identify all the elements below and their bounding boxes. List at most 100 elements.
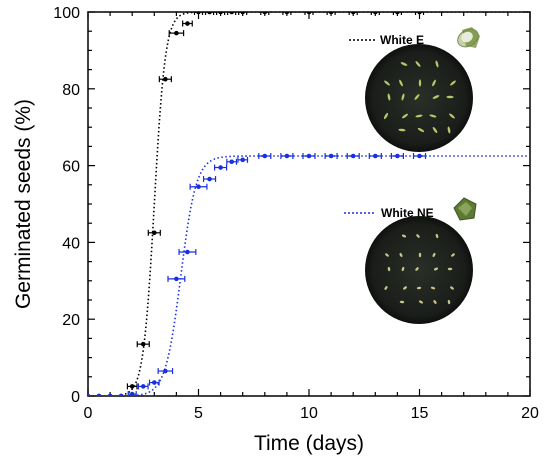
seed <box>399 252 403 258</box>
data-point <box>306 153 312 159</box>
seed <box>418 252 422 258</box>
data-point <box>163 368 168 374</box>
data-point <box>152 380 157 385</box>
legend-label-white-e: White E <box>380 33 424 47</box>
seed <box>447 267 453 271</box>
x-tick-label: 15 <box>411 405 429 422</box>
y-axis-label: Germinated seeds (%) <box>12 99 35 309</box>
data-point <box>129 391 135 396</box>
seed <box>387 93 391 101</box>
y-tick-label: 0 <box>71 389 80 406</box>
data-point <box>373 153 378 159</box>
seed <box>429 114 437 118</box>
seed <box>416 286 422 290</box>
data-point <box>240 12 245 15</box>
data-point <box>262 12 268 15</box>
seed <box>435 233 439 239</box>
seed <box>419 300 423 304</box>
seed <box>415 267 419 271</box>
data-point <box>417 12 422 15</box>
seed <box>384 286 388 290</box>
data-point <box>174 30 179 36</box>
seed <box>401 266 405 272</box>
seed <box>400 62 408 66</box>
seed-icon-closed <box>453 197 477 221</box>
data-point <box>229 12 234 15</box>
seed <box>450 286 454 290</box>
data-point <box>328 12 334 15</box>
data-point <box>306 12 312 15</box>
seed <box>433 267 439 271</box>
axis-ticks <box>87 11 531 397</box>
data-point <box>284 153 290 159</box>
seed <box>385 253 389 257</box>
data-point <box>262 153 268 159</box>
y-tick-label: 40 <box>62 235 80 252</box>
seed <box>451 253 455 257</box>
x-axis-label: Time (days) <box>254 432 364 455</box>
seed <box>416 234 420 238</box>
x-tick-label: 20 <box>521 405 539 422</box>
seed <box>415 114 423 118</box>
data-point <box>350 12 356 15</box>
seed <box>430 286 436 290</box>
data-point <box>107 393 113 396</box>
data-point <box>395 12 400 15</box>
data-point <box>196 12 201 15</box>
data-point <box>140 341 146 347</box>
seed <box>450 80 456 86</box>
data-point <box>163 76 168 82</box>
y-tick-label: 20 <box>62 312 80 329</box>
data-point <box>218 12 223 15</box>
data-point <box>207 176 212 182</box>
data-point <box>140 384 146 389</box>
data-point <box>240 157 245 163</box>
data-point <box>207 12 212 15</box>
data-point <box>88 393 91 396</box>
data-point <box>229 159 234 165</box>
seed <box>432 252 436 258</box>
data-point <box>96 393 102 396</box>
seed <box>433 300 437 304</box>
data-point <box>284 12 290 15</box>
x-tick-label: 0 <box>84 405 93 422</box>
data-point <box>129 384 135 389</box>
data-point <box>185 249 190 255</box>
seed <box>449 113 455 119</box>
seed <box>401 93 405 101</box>
seed <box>432 95 440 99</box>
data-point <box>395 153 400 159</box>
seed <box>403 286 407 290</box>
x-tick-label: 5 <box>194 405 203 422</box>
data-point <box>373 12 378 15</box>
seed <box>399 79 403 87</box>
seed <box>432 126 438 134</box>
seed <box>447 299 451 305</box>
petri-dish-photo-white-ne <box>365 216 473 324</box>
seed <box>401 113 409 119</box>
seed <box>446 95 454 99</box>
data-point <box>218 165 223 170</box>
seed-icon <box>457 27 480 48</box>
data-point <box>328 153 334 159</box>
seed <box>415 61 421 67</box>
seed <box>387 266 391 272</box>
data-points <box>88 12 427 396</box>
seed <box>435 60 439 68</box>
legend-white-e: White E <box>349 27 480 48</box>
data-point <box>152 230 157 236</box>
y-tick-label: 80 <box>62 82 80 99</box>
seed <box>447 126 451 134</box>
seed <box>414 94 420 100</box>
petri-dish-photo-white-e <box>365 44 473 152</box>
data-point <box>196 184 201 190</box>
seed <box>432 79 436 87</box>
tick-labels: 0 5 10 15 20 0 20 40 60 80 100 <box>53 5 539 422</box>
y-tick-label: 100 <box>53 5 80 22</box>
seed <box>384 80 390 86</box>
data-point <box>350 153 356 159</box>
seeds-white-ne <box>384 233 455 305</box>
data-point <box>185 21 190 26</box>
seed <box>398 128 406 132</box>
data-point <box>174 276 179 282</box>
